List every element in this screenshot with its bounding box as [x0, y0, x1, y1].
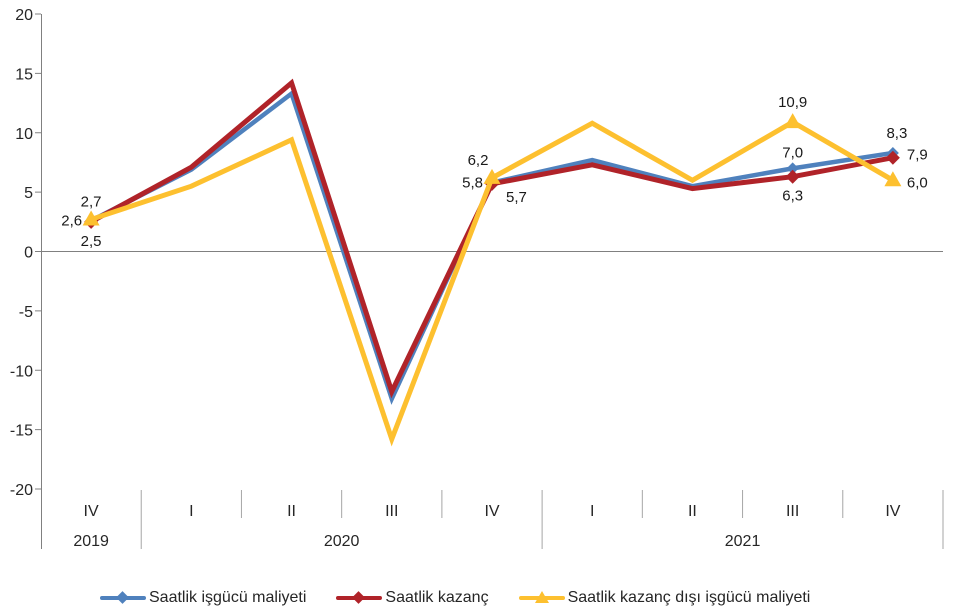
y-axis-label: -5 [19, 304, 33, 321]
data-label: 2,6 [61, 213, 82, 230]
diamond-marker [785, 169, 800, 184]
legend-item-saatlik-isgucu-maliyeti: Saatlik işgücü maliyeti [100, 589, 306, 607]
blue-line-diamond-icon [100, 590, 146, 606]
y-axis-label: 0 [24, 245, 33, 262]
data-label: 6,2 [468, 152, 489, 169]
quarter-label: II [287, 503, 296, 520]
data-label: 7,9 [907, 147, 928, 164]
year-label: 2020 [324, 533, 360, 550]
quarter-label: IV [885, 503, 900, 520]
data-label: 2,7 [81, 193, 102, 210]
quarter-label: III [786, 503, 799, 520]
y-axis-label: -20 [10, 482, 33, 499]
y-axis-label: 5 [24, 185, 33, 202]
diamond-marker [885, 150, 900, 165]
data-label: 6,3 [782, 188, 803, 205]
year-label: 2021 [725, 533, 761, 550]
legend-item-saatlik-kazanc-disi: Saatlik kazanç dışı işgücü maliyeti [518, 589, 811, 607]
series-line [89, 78, 894, 399]
quarter-label: I [189, 503, 193, 520]
year-label: 2019 [73, 533, 109, 550]
triangle-marker [884, 171, 902, 187]
quarter-label: I [590, 503, 594, 520]
data-label: 8,3 [886, 125, 907, 142]
data-label: 2,5 [81, 233, 102, 250]
legend-label: Saatlik işgücü maliyeti [149, 589, 307, 606]
quarter-label: III [385, 503, 398, 520]
y-axis-label: 15 [15, 66, 33, 83]
y-axis-label: 20 [15, 7, 33, 24]
quarter-label: IV [84, 503, 99, 520]
data-label: 10,9 [778, 94, 807, 111]
data-label: 7,0 [782, 144, 803, 161]
quarter-label: II [688, 503, 697, 520]
y-axis-label: -15 [10, 423, 33, 440]
diamond-marker [786, 162, 799, 175]
triangle-marker [483, 168, 501, 184]
y-axis-label: 10 [15, 126, 33, 143]
data-label: 5,8 [462, 175, 483, 192]
data-label: 6,0 [907, 174, 928, 191]
chart-legend: Saatlik işgücü maliyeti Saatlik kazanç S… [100, 589, 810, 607]
series-line [90, 89, 894, 405]
legend-item-saatlik-kazanc: Saatlik kazanç [336, 589, 489, 607]
legend-label: Saatlik kazanç [385, 589, 489, 606]
y-axis-label: -10 [10, 363, 33, 380]
triangle-marker [82, 210, 100, 226]
legend-label: Saatlik kazanç dışı işgücü maliyeti [567, 589, 811, 606]
yellow-line-triangle-icon [518, 590, 565, 606]
triangle-marker [784, 113, 802, 129]
data-label: 5,7 [506, 189, 527, 206]
quarter-label: IV [484, 503, 499, 520]
red-line-diamond-icon [336, 590, 383, 606]
